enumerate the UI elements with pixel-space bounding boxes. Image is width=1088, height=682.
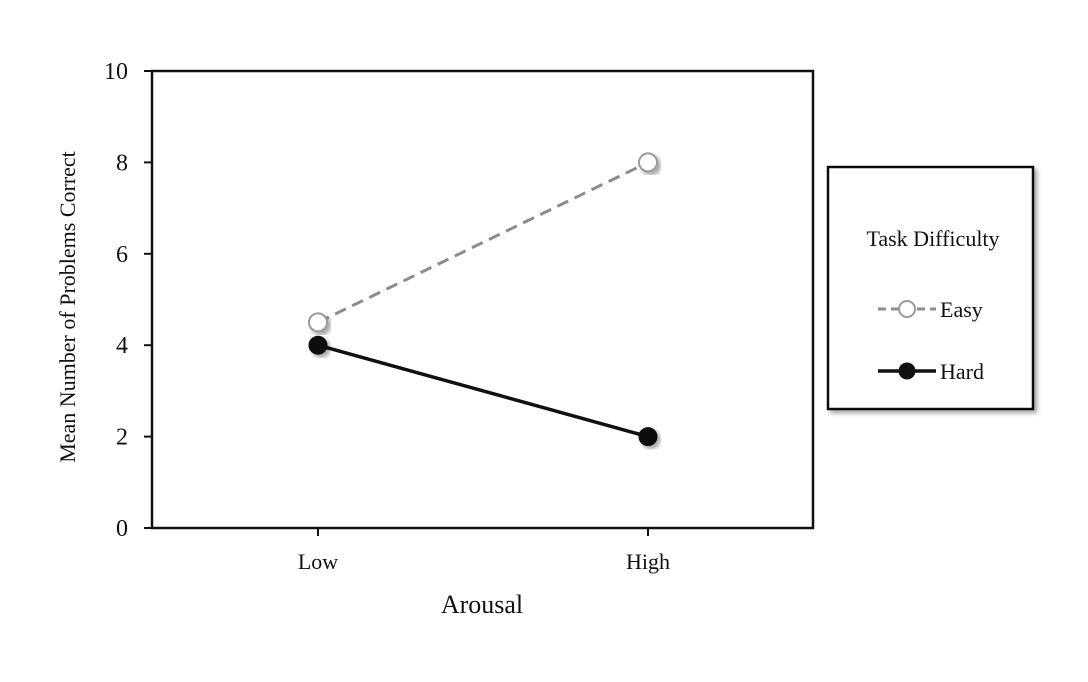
x-axis-ticks: Low High bbox=[298, 528, 670, 574]
y-tick-label: 8 bbox=[116, 150, 128, 176]
point-easy-high bbox=[638, 152, 658, 173]
plot-frame bbox=[150, 69, 815, 530]
y-tick-label: 6 bbox=[116, 242, 128, 268]
point-hard-high bbox=[638, 427, 658, 447]
y-axis-ticks: 0 2 4 6 8 10 bbox=[104, 59, 152, 542]
x-tick-label-high: High bbox=[626, 549, 670, 574]
legend-label-easy: Easy bbox=[940, 297, 983, 322]
legend-marker-hard bbox=[898, 362, 916, 380]
series-layer bbox=[308, 152, 658, 447]
y-tick-label: 2 bbox=[116, 425, 128, 451]
legend-title: Task Difficulty bbox=[866, 226, 999, 251]
legend-entries: Easy Hard bbox=[878, 297, 984, 384]
legend-marker-easy bbox=[898, 300, 916, 318]
point-easy-low bbox=[308, 312, 328, 333]
legend-label-hard: Hard bbox=[940, 359, 984, 384]
y-tick-label: 4 bbox=[116, 333, 128, 359]
x-axis-label: Arousal bbox=[441, 590, 523, 619]
series-line-hard bbox=[317, 343, 649, 439]
point-hard-low bbox=[308, 335, 328, 355]
y-tick-label: 0 bbox=[116, 516, 128, 542]
legend-box bbox=[826, 165, 1035, 411]
y-axis-label: Mean Number of Problems Correct bbox=[55, 151, 80, 463]
legend: Task Difficulty Easy Hard bbox=[826, 165, 1035, 411]
y-tick-label: 10 bbox=[104, 59, 128, 85]
series-line-easy bbox=[317, 161, 649, 324]
x-tick-label-low: Low bbox=[298, 549, 338, 574]
